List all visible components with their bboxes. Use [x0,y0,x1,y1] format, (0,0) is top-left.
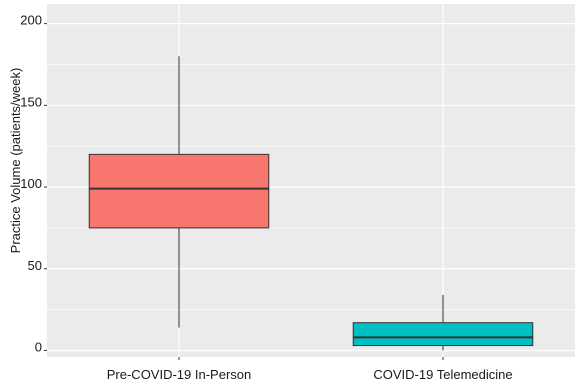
y-tick-label: 150 [20,94,42,109]
y-axis: 0 50 100 150 200 [20,13,47,354]
y-tick-label: 200 [20,13,42,28]
y-tick-label: 50 [28,258,42,273]
box-iqr [88,153,270,229]
y-axis-title: Practice Volume (patients/week) [8,68,23,254]
box-2 [352,294,534,351]
y-tick-label: 0 [35,339,42,354]
box-iqr [352,322,534,347]
box-series [88,56,534,351]
box-1 [88,56,270,328]
x-axis: Pre-COVID-19 In-Person COVID-19 Telemedic… [107,357,513,382]
x-tick-label: COVID-19 Telemedicine [373,367,512,382]
y-tick-label: 100 [20,176,42,191]
x-tick-label: Pre-COVID-19 In-Person [107,367,252,382]
